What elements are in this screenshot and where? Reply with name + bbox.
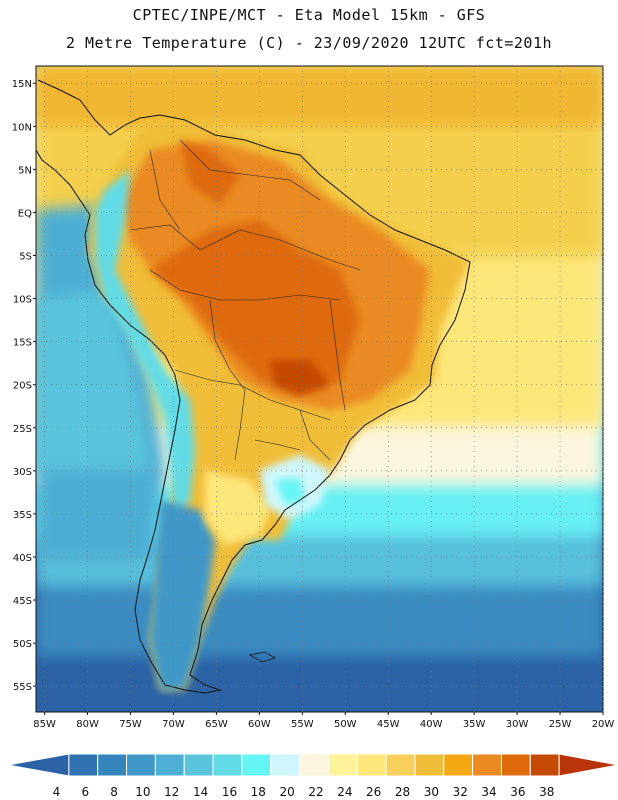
colorbar-label: 34 (481, 785, 496, 799)
colorbar-label: 36 (510, 785, 525, 799)
colorbar-label: 30 (424, 785, 439, 799)
colorbar-swatch (270, 753, 301, 777)
lon-label: 25W (549, 719, 572, 730)
colorbar-swatch (183, 753, 214, 777)
colorbar-swatch (241, 753, 272, 777)
lat-label: 55S (13, 682, 32, 693)
colorbar-swatch (212, 753, 243, 777)
coastline (35, 79, 471, 694)
lat-label: 15S (13, 338, 32, 349)
map-title-line-2: 2 Metre Temperature (C) - 23/09/2020 12U… (65, 34, 553, 52)
colorbar-label: 18 (251, 785, 266, 799)
colorbar-swatch (443, 753, 474, 777)
northern-hot-spot (180, 140, 240, 205)
lat-label: 45S (13, 596, 32, 607)
colorbar-swatch (154, 753, 185, 777)
lon-label: 40W (420, 719, 443, 730)
colorbar-swatch (385, 753, 416, 777)
colorbar-label: 38 (539, 785, 554, 799)
colorbar-label: 20 (280, 785, 295, 799)
lat-label: 25S (13, 424, 32, 435)
colorbar-label: 24 (337, 785, 352, 799)
andes-cold-strip (95, 170, 195, 520)
colorbar-label: 28 (395, 785, 410, 799)
lat-label: 40S (13, 553, 32, 564)
lon-label: 55W (291, 719, 314, 730)
colorbar-swatch (414, 753, 445, 777)
colorbar-swatch (299, 753, 329, 777)
rio-de-la-plata-cool (275, 478, 305, 505)
map-title-line-1: CPTEC/INPE/MCT - Eta Model 15km - GFS (132, 6, 486, 24)
colorbar-swatch (7, 753, 70, 777)
colorbar-swatch (500, 753, 531, 777)
colorbar-swatch (97, 753, 128, 777)
map-frame (35, 65, 604, 713)
lat-label: 30S (13, 467, 32, 478)
lat-label: 15N (12, 79, 32, 90)
continent-hottest-core (270, 360, 330, 395)
colorbar-swatches (7, 753, 618, 777)
colorbar-label: 12 (164, 785, 179, 799)
colorbar-swatch (529, 753, 560, 777)
lon-label: 85W (33, 719, 56, 730)
lat-label: 5S (19, 251, 32, 262)
lon-label: 60W (248, 719, 271, 730)
longitude-labels: 85W 80W 75W 70W 65W 60W 55W 50W 45W 40W 35W 30W 25W 2… (33, 719, 614, 730)
colorbar-label: 26 (366, 785, 381, 799)
colorbar-label: 22 (308, 785, 323, 799)
continent-hot-core (150, 220, 360, 395)
colorbar-labels: 4 6 8 10 12 14 16 18 20 22 24 26 28 30 32 34 36 38 (53, 785, 555, 799)
lon-label: 30W (506, 719, 529, 730)
lat-label: EQ (18, 208, 32, 219)
pacific-mid-tongue (36, 290, 150, 470)
pampas-mild (205, 470, 270, 545)
colorbar-label: 32 (453, 785, 468, 799)
colorbar: 4 6 8 10 12 14 16 18 20 22 24 26 28 30 32 34 36 38 (7, 753, 618, 799)
colorbar-swatch (558, 753, 618, 777)
lat-label: 10N (12, 122, 32, 133)
lat-label: 35S (13, 510, 32, 521)
colorbar-label: 8 (110, 785, 118, 799)
colorbar-swatch (68, 753, 99, 777)
lon-label: 70W (162, 719, 185, 730)
temperature-map: 15N 10N 5N EQ 5S 10S 15S 20S 25S 30S 35S 40S 45S 50S 5… (12, 65, 614, 730)
lon-label: 50W (334, 719, 357, 730)
colorbar-swatch (356, 753, 387, 777)
lon-label: 75W (119, 719, 142, 730)
colorbar-swatch (126, 753, 156, 777)
falkland-islands (248, 651, 276, 663)
lat-label: 10S (13, 295, 32, 306)
lon-label: 20W (592, 719, 615, 730)
lon-label: 35W (463, 719, 486, 730)
country-borders (129, 139, 361, 461)
colorbar-label: 10 (135, 785, 150, 799)
colorbar-label: 14 (193, 785, 208, 799)
lat-label: 5N (18, 165, 32, 176)
lon-label: 80W (76, 719, 99, 730)
ocean-band-30 (36, 66, 603, 126)
colorbar-label: 4 (53, 785, 61, 799)
graticule (33, 66, 604, 715)
colorbar-swatch (327, 753, 358, 777)
latitude-labels: 15N 10N 5N EQ 5S 10S 15S 20S 25S 30S 35S 40S 45S 50S 5… (12, 79, 32, 693)
colorbar-swatch (472, 753, 502, 777)
lon-label: 65W (205, 719, 228, 730)
lat-label: 50S (13, 639, 32, 650)
colorbar-label: 6 (81, 785, 89, 799)
colorbar-label: 16 (222, 785, 237, 799)
lat-label: 20S (13, 381, 32, 392)
lon-label: 45W (377, 719, 400, 730)
temperature-field (36, 66, 603, 712)
